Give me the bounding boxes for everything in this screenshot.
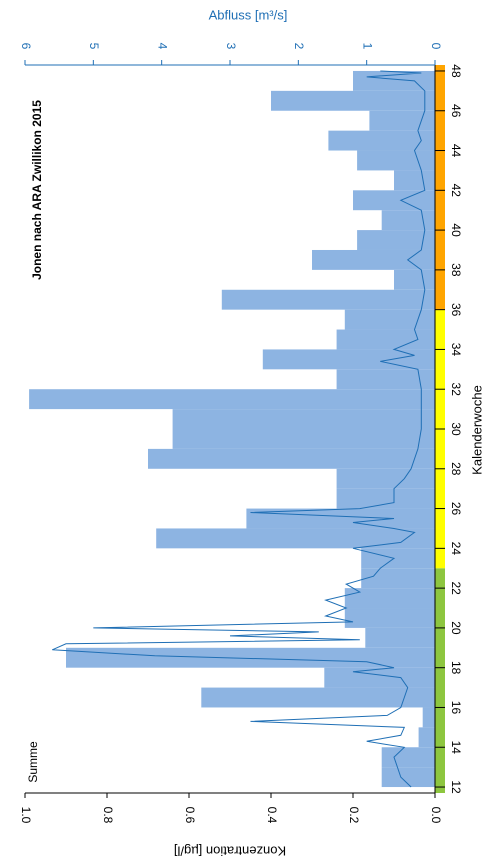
y2-tick-label: 0 (429, 43, 443, 50)
season-band (435, 309, 445, 569)
y2-axis-label: Abfluss [m³/s] (209, 7, 288, 22)
season-band (435, 65, 445, 310)
bar (312, 249, 435, 270)
bar (336, 329, 435, 350)
x-tick-label: 38 (449, 263, 463, 277)
bar (357, 230, 435, 250)
bar (418, 727, 435, 748)
bar (324, 667, 435, 688)
bar (381, 747, 435, 768)
bar (422, 707, 435, 728)
y-tick-label: 0.8 (101, 807, 115, 824)
bar (172, 429, 435, 449)
bar (262, 349, 435, 370)
bar (271, 90, 435, 111)
y-tick-label: 0.6 (183, 807, 197, 824)
x-tick-label: 26 (449, 502, 463, 516)
bar (172, 409, 435, 429)
x-tick-label: 28 (449, 462, 463, 476)
x-tick-label: 32 (449, 383, 463, 397)
x-tick-label: 46 (449, 104, 463, 118)
bar (336, 468, 435, 489)
y2-tick-label: 2 (292, 43, 306, 50)
annotation: Summe (26, 741, 40, 783)
y2-tick-label: 4 (155, 43, 169, 50)
x-tick-label: 24 (449, 542, 463, 556)
bar (357, 150, 435, 171)
bar (336, 369, 435, 390)
bar (369, 110, 435, 131)
y-tick-label: 1.0 (19, 807, 33, 824)
x-tick-label: 14 (449, 741, 463, 755)
x-tick-label: 16 (449, 701, 463, 715)
x-tick-label: 36 (449, 303, 463, 317)
x-tick-label: 48 (449, 64, 463, 78)
bar (344, 588, 435, 609)
y-axis-label: Konzentration [µg/l] (174, 844, 286, 859)
bar (246, 508, 435, 529)
bar (156, 528, 435, 549)
bar (344, 608, 435, 628)
x-tick-label: 20 (449, 621, 463, 635)
bar (381, 210, 435, 231)
y-tick-label: 0.4 (265, 807, 279, 824)
flow-line (52, 70, 426, 788)
y-tick-label: 0.2 (347, 807, 361, 824)
y-tick-label: 0.0 (429, 807, 443, 824)
bar (365, 627, 435, 648)
bar (221, 289, 435, 310)
bar (353, 70, 435, 91)
bar (201, 687, 435, 708)
bar (328, 130, 435, 151)
x-tick-label: 30 (449, 422, 463, 436)
chart-title: Jonen nach ARA Zwillikon 2015 (30, 100, 44, 280)
x-axis-label: Kalenderwoche (469, 385, 484, 475)
y2-tick-label: 1 (360, 43, 374, 50)
x-tick-label: 42 (449, 184, 463, 198)
bar (353, 190, 435, 211)
bar (66, 647, 435, 668)
bar (361, 568, 435, 589)
x-tick-label: 40 (449, 223, 463, 237)
x-tick-label: 34 (449, 343, 463, 357)
bar (29, 389, 435, 410)
bar (148, 448, 435, 469)
bar (361, 548, 435, 569)
bar (344, 309, 435, 330)
bar (394, 269, 435, 290)
season-band (435, 568, 445, 793)
bar (394, 170, 435, 191)
y2-tick-label: 6 (19, 43, 33, 50)
x-tick-label: 12 (449, 780, 463, 794)
bar (381, 767, 435, 788)
y2-tick-label: 5 (87, 43, 101, 50)
x-tick-label: 44 (449, 144, 463, 158)
bar (336, 488, 435, 509)
x-tick-label: 22 (449, 581, 463, 595)
x-tick-label: 18 (449, 661, 463, 675)
y2-tick-label: 3 (224, 43, 238, 50)
